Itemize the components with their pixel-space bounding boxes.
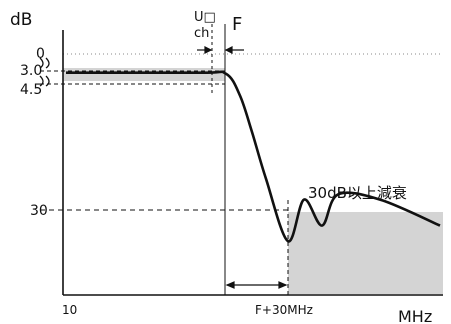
axis-break-mark: [39, 57, 50, 87]
x-unit-label: MHz: [398, 307, 432, 324]
cutoff-arrow: [224, 46, 244, 54]
uhf-ch-arrow: [197, 46, 213, 54]
cutoff-label: F: [232, 14, 242, 35]
stop-frequency-label: F+30MHz: [255, 303, 313, 317]
passband-shade: [63, 68, 225, 81]
ytick-3: 3.0: [20, 63, 42, 79]
ytick-0: 0: [36, 46, 45, 62]
y-unit-label: dB: [10, 10, 32, 30]
uhf-ch-label: U□ ch: [194, 10, 220, 41]
ytick-30: 30: [30, 203, 48, 219]
span-arrow: [225, 281, 288, 289]
ytick-4p5: 4.5: [20, 82, 42, 98]
attenuation-label: 30dB以上減衰: [308, 184, 407, 202]
x-start-label: 10: [62, 303, 77, 317]
response-curve: [65, 70, 441, 243]
stopband-shade: [288, 212, 443, 294]
